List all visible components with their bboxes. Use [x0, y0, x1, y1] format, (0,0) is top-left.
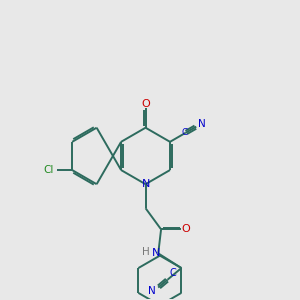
Text: N: N: [148, 286, 155, 296]
Text: C: C: [182, 128, 188, 137]
Text: Cl: Cl: [43, 165, 53, 175]
Text: C: C: [170, 268, 176, 278]
Text: O: O: [182, 224, 190, 234]
Text: O: O: [141, 99, 150, 109]
Text: H: H: [142, 247, 150, 257]
Text: N: N: [142, 179, 150, 189]
Text: N: N: [152, 248, 160, 258]
Text: N: N: [198, 119, 206, 129]
